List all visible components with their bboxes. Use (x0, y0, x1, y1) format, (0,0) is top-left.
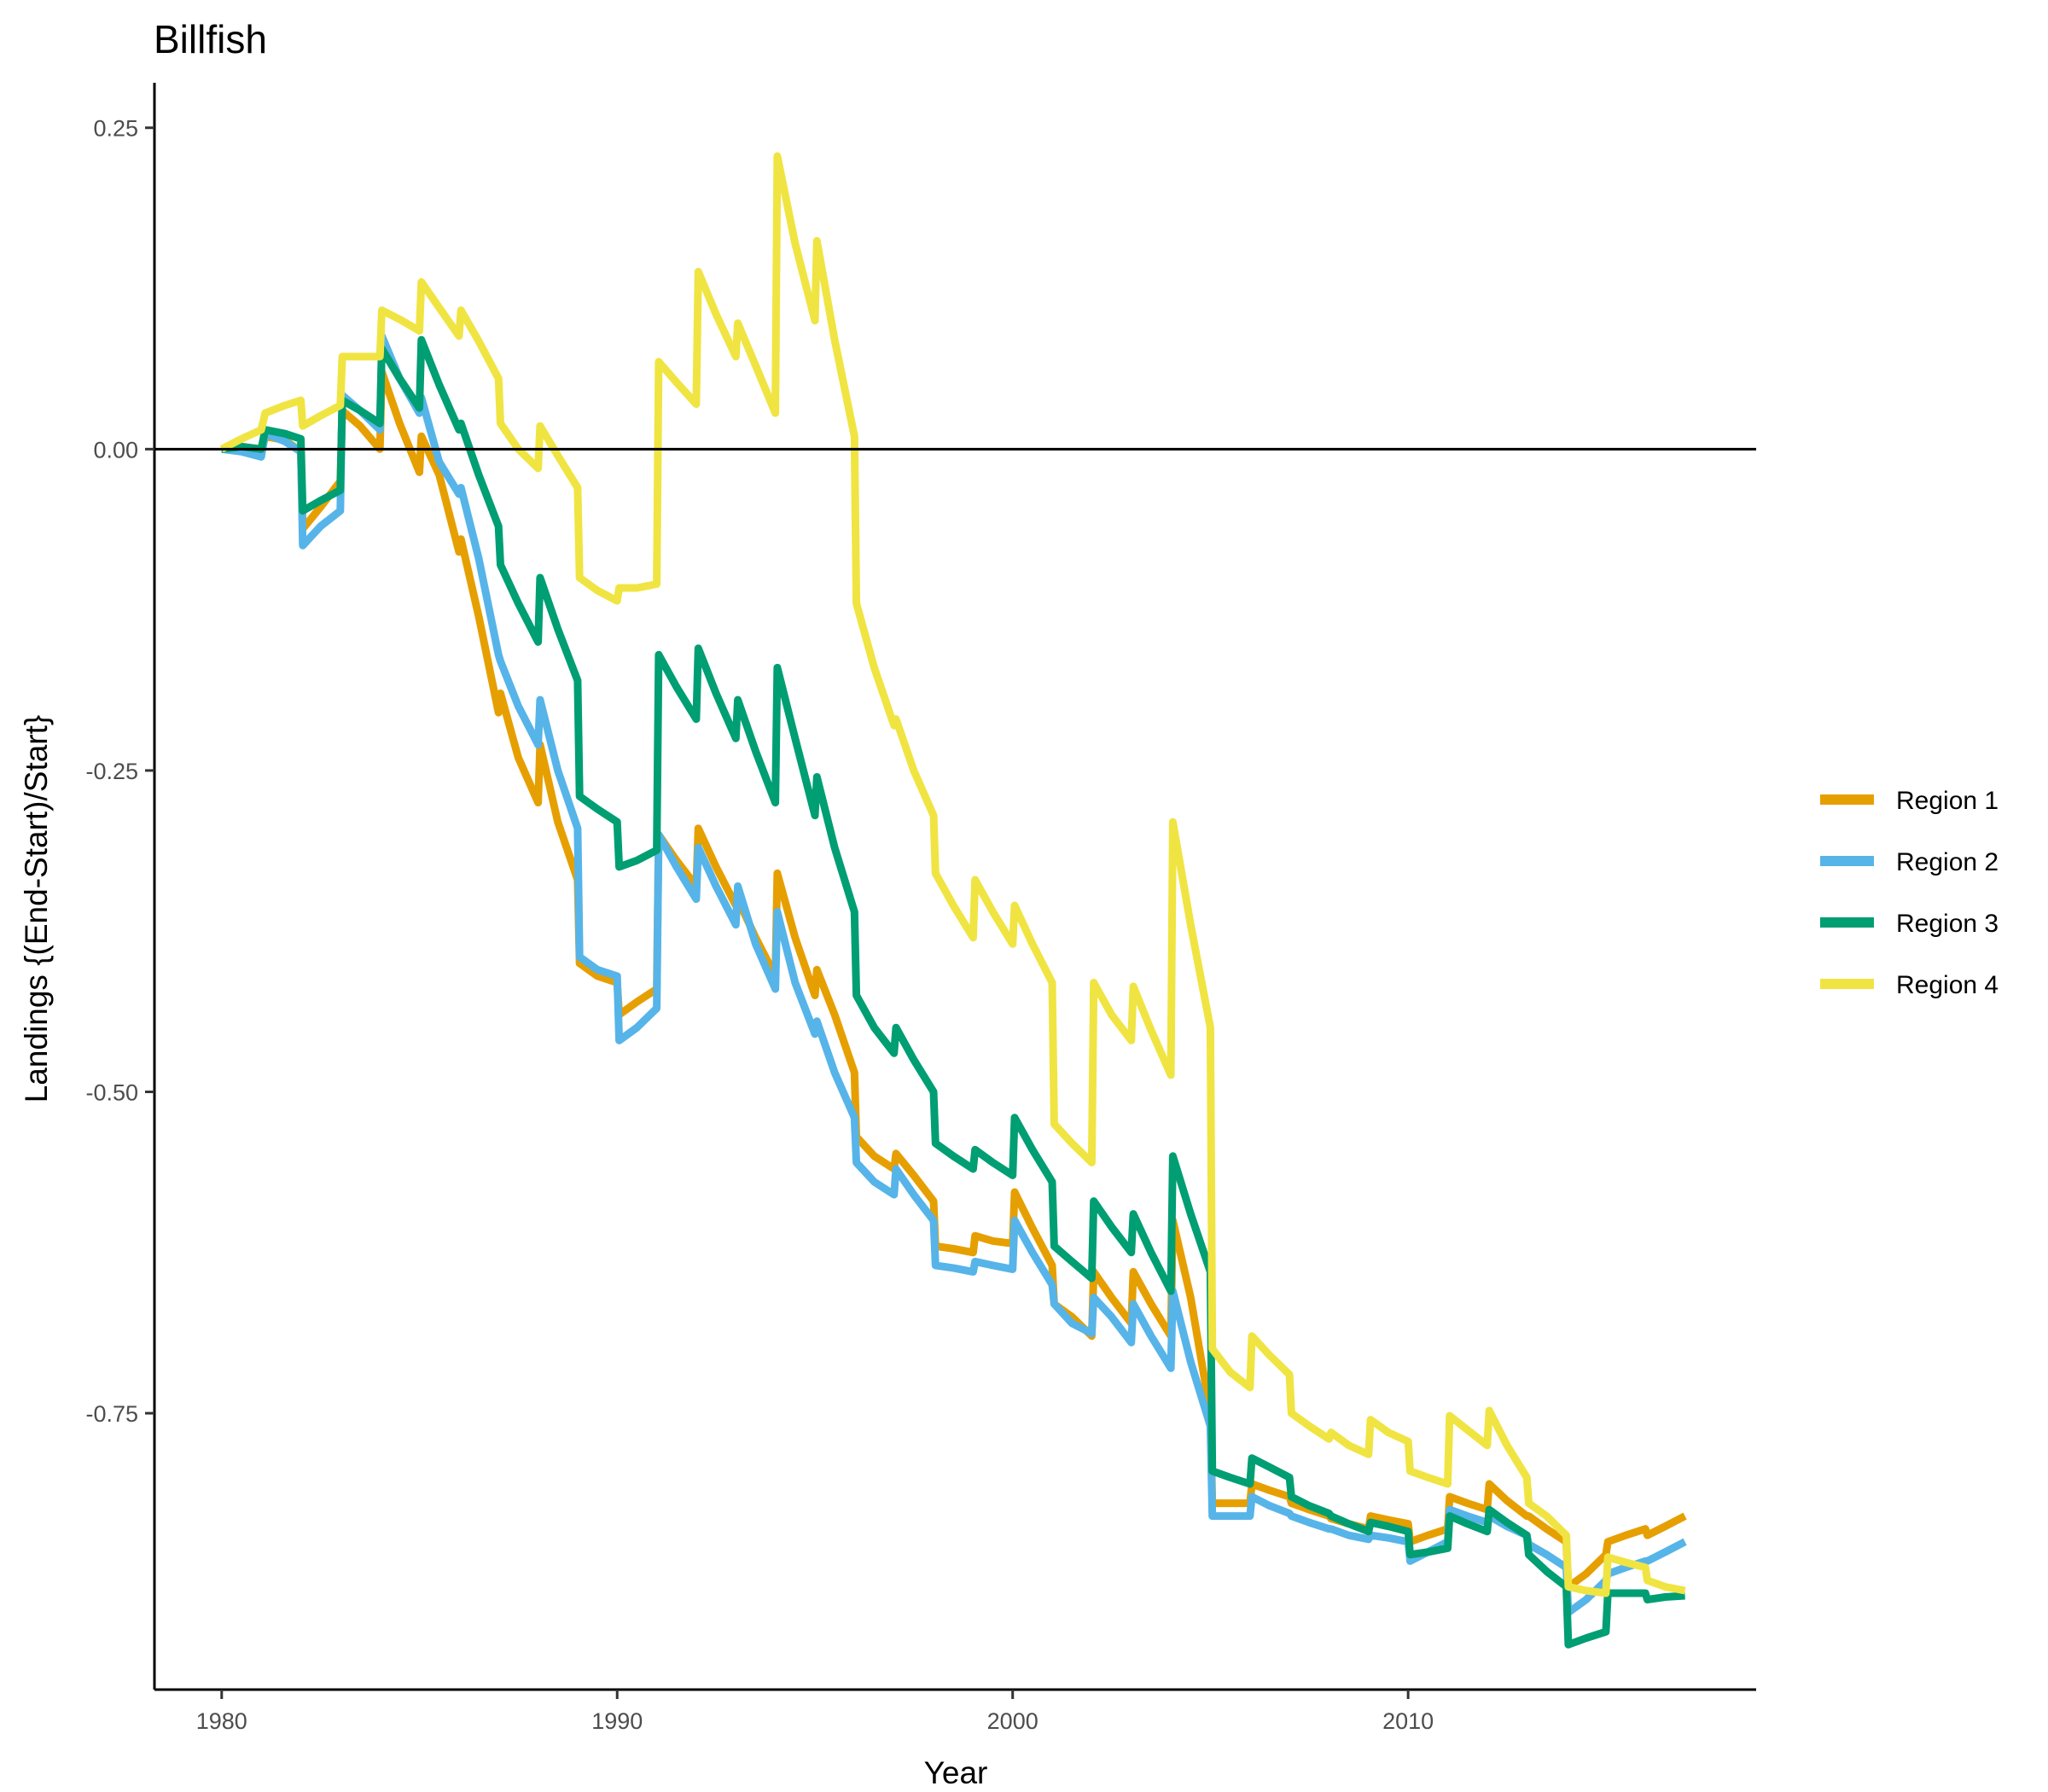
x-axis-ticks: 1980 1990 2000 2010 (196, 1690, 1434, 1734)
x-tick-label: 1980 (196, 1708, 247, 1734)
legend-label-region-2: Region 2 (1896, 848, 1999, 876)
series-lines (219, 152, 1687, 1649)
chart-title: Billfish (154, 17, 267, 61)
x-axis-title: Year (924, 1755, 988, 1790)
x-tick-label: 2000 (987, 1708, 1039, 1734)
y-tick-label: 0.00 (93, 437, 138, 463)
legend-label-region-3: Region 3 (1896, 910, 1999, 938)
y-axis-title: Landings {(End-Start)/Start} (19, 715, 54, 1103)
series-line-region-2 (221, 332, 1687, 1617)
x-tick-label: 2010 (1382, 1708, 1434, 1734)
series-line-region-3 (221, 335, 1685, 1649)
legend-label-region-1: Region 1 (1896, 787, 1999, 815)
y-tick-label: -0.50 (85, 1080, 138, 1106)
y-axis-ticks: 0.25 0.00 -0.25 -0.50 -0.75 (85, 116, 154, 1427)
legend-label-region-4: Region 4 (1896, 971, 1999, 999)
series-line-region-1 (221, 368, 1687, 1591)
y-tick-label: -0.25 (85, 759, 138, 784)
x-tick-label: 1990 (591, 1708, 643, 1734)
legend: Region 1 Region 2 Region 3 Region 4 (1820, 787, 1999, 999)
y-tick-label: 0.25 (93, 116, 138, 142)
series-line-region-4 (219, 152, 1686, 1597)
y-tick-label: -0.75 (85, 1401, 138, 1427)
